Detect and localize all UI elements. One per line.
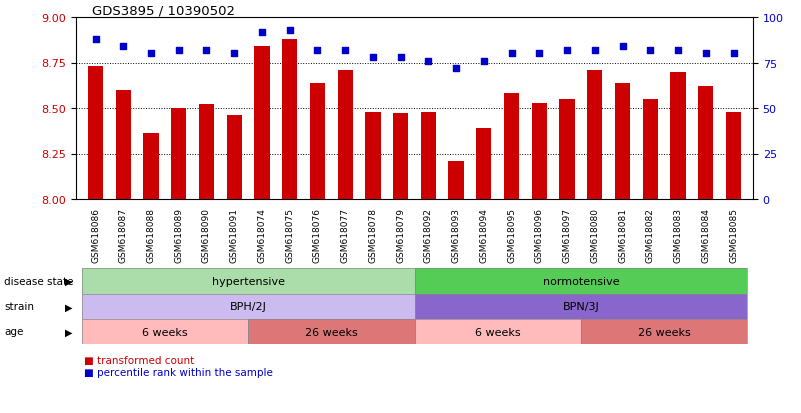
Bar [282,40,297,199]
Text: ▶: ▶ [65,327,72,337]
Text: 6 weeks: 6 weeks [475,327,521,337]
Point [227,51,240,57]
Text: strain: strain [4,302,34,312]
Point [533,51,545,57]
Bar [532,103,547,199]
Bar [255,47,270,199]
Text: BPH/2J: BPH/2J [230,302,267,312]
Point [89,36,102,43]
Point [671,47,684,54]
Point [449,66,462,72]
Bar [171,109,187,199]
Point [699,51,712,57]
Bar [615,83,630,199]
Point [505,51,518,57]
Bar [143,134,159,199]
Bar [227,116,242,199]
Bar [726,112,741,199]
Text: ■ percentile rank within the sample: ■ percentile rank within the sample [84,367,273,377]
Bar [642,100,658,199]
Point [339,47,352,54]
Point [256,29,268,36]
Bar [587,71,602,199]
Text: ▶: ▶ [65,276,72,286]
Text: 26 weeks: 26 weeks [638,327,690,337]
Bar [337,71,352,199]
Point [422,58,435,65]
Point [117,44,130,50]
Bar [698,87,714,199]
Point [477,58,490,65]
Bar [199,105,214,199]
Text: age: age [4,327,23,337]
Text: GDS3895 / 10390502: GDS3895 / 10390502 [92,4,235,17]
Text: normotensive: normotensive [542,276,619,286]
Bar [88,67,103,199]
Bar [115,90,131,199]
Point [145,51,158,57]
Point [644,47,657,54]
Text: 26 weeks: 26 weeks [305,327,358,337]
Point [311,47,324,54]
Point [616,44,629,50]
Text: hypertensive: hypertensive [211,276,284,286]
Bar [670,72,686,199]
Bar [449,161,464,199]
Text: ▶: ▶ [65,302,72,312]
Bar [477,129,492,199]
Bar [504,94,519,199]
Bar [559,100,574,199]
Bar [365,112,380,199]
Text: BPN/3J: BPN/3J [562,302,599,312]
Point [727,51,740,57]
Point [367,55,380,61]
Bar [421,112,436,199]
Point [172,47,185,54]
Point [284,27,296,34]
Text: disease state: disease state [4,276,74,286]
Text: ■ transformed count: ■ transformed count [84,355,195,365]
Point [589,47,602,54]
Point [561,47,574,54]
Bar [310,83,325,199]
Point [394,55,407,61]
Point [200,47,213,54]
Text: 6 weeks: 6 weeks [142,327,187,337]
Bar [393,114,409,199]
